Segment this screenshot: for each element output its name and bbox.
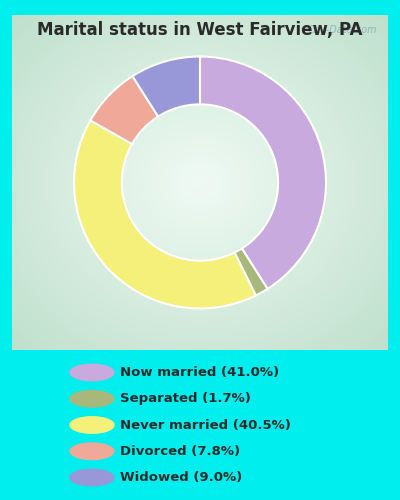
Circle shape [70,469,114,486]
Text: Marital status in West Fairview, PA: Marital status in West Fairview, PA [37,21,363,39]
Text: Never married (40.5%): Never married (40.5%) [120,418,291,432]
Text: Separated (1.7%): Separated (1.7%) [120,392,251,405]
Text: Widowed (9.0%): Widowed (9.0%) [120,471,242,484]
Wedge shape [200,56,326,289]
Wedge shape [90,76,158,144]
Wedge shape [74,120,256,308]
Text: Divorced (7.8%): Divorced (7.8%) [120,445,240,458]
Circle shape [70,417,114,433]
Circle shape [70,364,114,381]
Text: City-Data.com: City-Data.com [307,25,377,35]
Wedge shape [132,56,200,116]
Circle shape [70,390,114,407]
Circle shape [70,443,114,460]
Wedge shape [234,248,268,296]
Text: Now married (41.0%): Now married (41.0%) [120,366,279,379]
